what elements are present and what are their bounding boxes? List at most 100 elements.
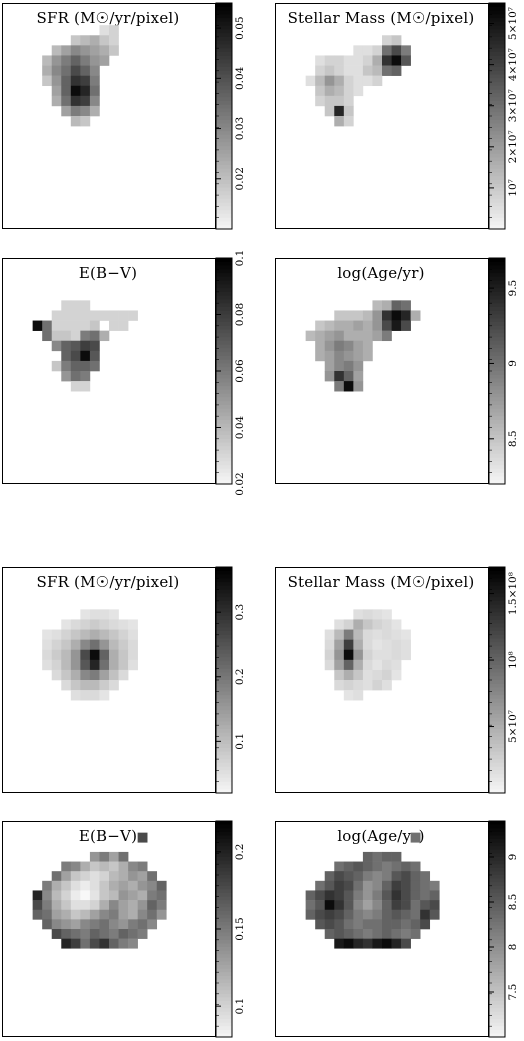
colorbar-step [489, 374, 505, 380]
colorbar-step [216, 225, 232, 230]
heatmap-cell [70, 55, 81, 66]
colorbar-step [489, 706, 505, 711]
colorbar-step [489, 149, 505, 155]
heatmap-cell [61, 659, 72, 671]
heatmap-cell [80, 639, 91, 651]
colorbar-step [216, 97, 232, 102]
colorbar-step [489, 3, 505, 8]
heatmap-cell [362, 919, 373, 930]
colorbar-step [489, 914, 505, 919]
heatmap-cell [353, 629, 364, 640]
heatmap-cell [70, 861, 81, 872]
colorbar-step [489, 770, 505, 775]
heatmap-cell [89, 900, 100, 911]
heatmap-cell [362, 938, 373, 949]
colorbar-step [489, 570, 505, 576]
heatmap-cell [372, 65, 383, 76]
heatmap-cell [353, 680, 364, 691]
heatmap-cell [391, 871, 402, 882]
heatmap-cell [315, 890, 326, 901]
heatmap-cell [334, 360, 345, 372]
colorbar-step [216, 885, 232, 890]
heatmap-cell [343, 65, 354, 76]
heatmap-cell [147, 880, 158, 891]
heatmap-cell [70, 45, 81, 56]
heatmap-cell [80, 690, 91, 701]
colorbar-step [489, 78, 505, 83]
colorbar-step [216, 661, 232, 666]
colorbar-step [216, 450, 232, 455]
heatmap-cell [118, 919, 129, 930]
colorbar-step [216, 374, 232, 380]
colorbar-step [489, 990, 505, 995]
colorbar-step [216, 574, 232, 579]
heatmap-cell [109, 629, 119, 640]
heatmap-cell [391, 900, 402, 911]
colorbar-step [489, 183, 505, 189]
heatmap-cell [362, 929, 373, 939]
colorbar-step [216, 93, 232, 98]
heatmap-cell [410, 832, 421, 843]
colorbar-step [216, 213, 232, 219]
heatmap-cell [109, 619, 119, 630]
heatmap-cell [362, 340, 373, 352]
heatmap-cell [343, 320, 354, 331]
colorbar-step [489, 965, 505, 970]
heatmap-cell [147, 871, 158, 882]
heatmap-cell [353, 929, 364, 939]
heatmap-cell [118, 639, 129, 651]
colorbar-step [489, 585, 505, 591]
heatmap-cell [89, 890, 100, 901]
heatmap-cell [42, 890, 53, 901]
heatmap-cell [109, 890, 119, 901]
colorbar-step [489, 1001, 505, 1006]
heatmap-cell [382, 919, 392, 930]
heatmap-svg: 8.5 9 9.5 [305, 257, 519, 485]
panel-title: E(B−V) [78, 264, 138, 282]
chart-panel-stellar-mass-2: Stellar Mass (M☉/pixel) 5×10⁷ 10⁸ 1.5×10⁸ [275, 566, 519, 794]
colorbar-tick-label: 7.5 [507, 984, 519, 1001]
heatmap-cell [99, 871, 110, 882]
colorbar-step [489, 329, 505, 334]
colorbar-step [216, 44, 232, 49]
colorbar-step [489, 698, 505, 704]
heatmap-cell [410, 861, 421, 872]
colorbar-step [216, 476, 232, 481]
colorbar-step [489, 961, 505, 966]
heatmap-cell [128, 310, 138, 321]
colorbar-step [489, 44, 505, 49]
colorbar-step [489, 431, 505, 436]
colorbar-tick-label: 0.02 [234, 167, 246, 190]
colorbar-step [489, 371, 505, 376]
heatmap-cell [372, 890, 383, 901]
colorbar-step [489, 921, 505, 926]
heatmap-cell [32, 320, 43, 331]
colorbar-step [489, 116, 505, 121]
colorbar-tick-label: 0.1 [234, 733, 246, 750]
colorbar-step [489, 766, 505, 771]
panel-title: Stellar Mass (M☉/pixel) [287, 573, 475, 591]
heatmap-cell [353, 381, 364, 392]
heatmap-cell [42, 919, 53, 930]
colorbar-step [216, 127, 232, 132]
heatmap-cell [343, 880, 354, 891]
heatmap-cell [315, 350, 326, 362]
colorbar-step [216, 781, 232, 786]
heatmap-cell [401, 649, 411, 661]
colorbar-step [216, 631, 232, 636]
colorbar-tick-label: 10⁸ [507, 651, 519, 669]
heatmap-cell [118, 649, 129, 661]
heatmap-cell [343, 381, 354, 392]
heatmap-cell [109, 639, 119, 651]
heatmap-cell [89, 629, 100, 640]
colorbar-step [216, 142, 232, 147]
colorbar-step [489, 702, 505, 707]
heatmap-cell [382, 649, 392, 661]
heatmap-cell [51, 45, 62, 56]
heatmap-cell [51, 629, 62, 640]
colorbar-step [216, 363, 232, 368]
heatmap-cell [410, 909, 421, 920]
heatmap-cell [343, 861, 354, 872]
colorbar-step [216, 653, 232, 658]
heatmap-cell [362, 900, 373, 911]
